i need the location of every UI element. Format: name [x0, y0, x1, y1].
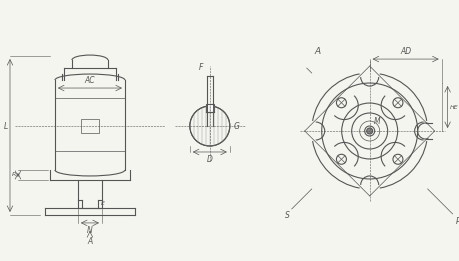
Text: A: A — [87, 237, 92, 246]
Bar — [205, 104, 213, 112]
Text: N: N — [87, 226, 93, 235]
Text: HE: HE — [448, 104, 457, 110]
Text: R: R — [12, 173, 16, 177]
Text: F: F — [198, 63, 202, 72]
Text: A: A — [314, 47, 320, 56]
Bar — [81, 119, 99, 133]
Text: P: P — [454, 217, 459, 226]
Text: E: E — [101, 201, 105, 206]
Text: AD: AD — [399, 47, 410, 56]
Text: G: G — [233, 122, 239, 130]
Text: L: L — [4, 122, 8, 130]
Circle shape — [366, 128, 372, 134]
Text: D: D — [207, 155, 213, 164]
Text: M: M — [373, 117, 380, 126]
Text: AC: AC — [84, 76, 95, 85]
Text: S: S — [284, 211, 289, 220]
